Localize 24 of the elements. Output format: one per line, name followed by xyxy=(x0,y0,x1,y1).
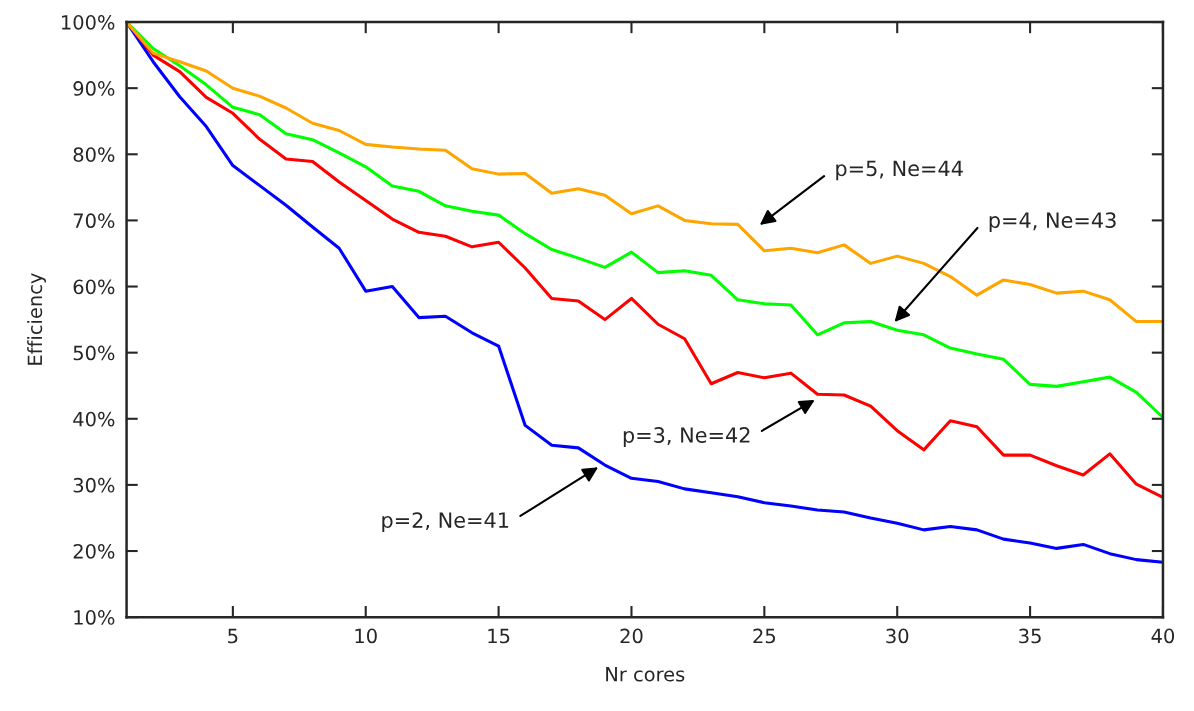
x-tick-label: 30 xyxy=(886,628,909,644)
annotation: p=4, Ne=43 xyxy=(989,212,1116,233)
x-tick-label: 20 xyxy=(620,628,643,644)
y-tick-label: 60% xyxy=(73,279,115,295)
y-tick-label: 70% xyxy=(73,213,115,229)
x-tick-label: 35 xyxy=(1019,628,1041,644)
x-tick-label: 40 xyxy=(1151,628,1175,644)
x-tick-label: 25 xyxy=(753,628,776,644)
y-tick-label: 80% xyxy=(73,147,115,162)
annotation: p=5, Ne=44 xyxy=(836,160,963,181)
y-tick-label: 30% xyxy=(73,477,115,493)
y-tick-label: 20% xyxy=(73,543,115,559)
y-axis-title: Efficiency xyxy=(27,273,46,365)
y-tick-label: 90% xyxy=(73,81,115,96)
annotation: p=3, Ne=42 xyxy=(623,427,750,447)
y-tick-label: 100% xyxy=(62,15,115,30)
x-axis-title: Nr cores xyxy=(606,667,685,682)
y-tick-label: 40% xyxy=(73,411,115,427)
y-tick-label: 50% xyxy=(73,345,115,361)
x-tick-label: 10 xyxy=(355,628,377,644)
x-tick-label: 5 xyxy=(228,628,238,644)
x-tick-label: 15 xyxy=(488,628,510,644)
y-tick-label: 10% xyxy=(74,610,115,625)
annotation: p=2, Ne=41 xyxy=(382,512,509,533)
